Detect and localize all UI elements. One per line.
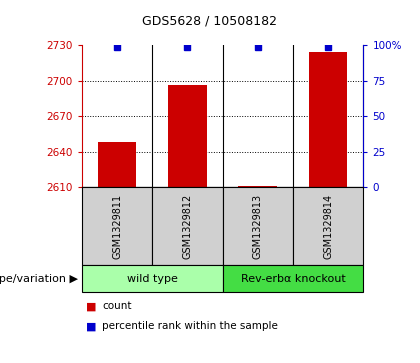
Text: genotype/variation ▶: genotype/variation ▶ (0, 274, 78, 284)
Text: ■: ■ (86, 321, 97, 331)
Text: GSM1329813: GSM1329813 (253, 193, 263, 258)
Text: GSM1329811: GSM1329811 (112, 193, 122, 258)
Text: GDS5628 / 10508182: GDS5628 / 10508182 (142, 15, 278, 28)
Text: wild type: wild type (127, 274, 178, 284)
Text: GSM1329814: GSM1329814 (323, 193, 333, 258)
Bar (98, 142, 136, 187)
Text: count: count (102, 301, 131, 311)
Text: ■: ■ (86, 301, 97, 311)
Text: percentile rank within the sample: percentile rank within the sample (102, 321, 278, 331)
Bar (168, 86, 207, 187)
Bar (239, 186, 277, 187)
Bar (309, 53, 347, 187)
Text: Rev-erbα knockout: Rev-erbα knockout (241, 274, 345, 284)
Text: GSM1329812: GSM1329812 (182, 193, 192, 258)
